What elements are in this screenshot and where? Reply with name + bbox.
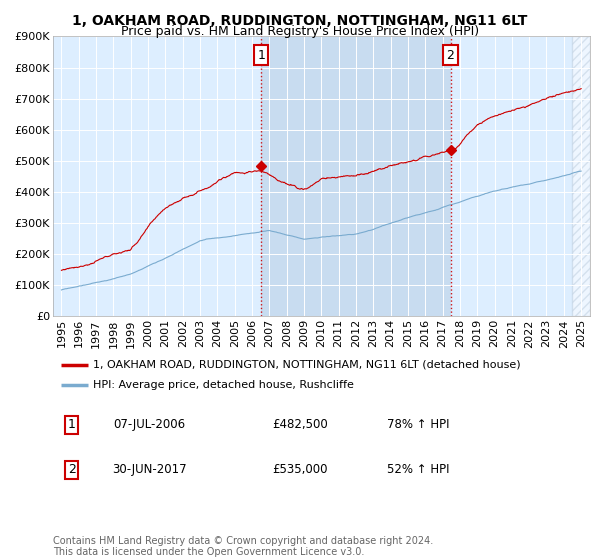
Text: 2: 2 [446, 49, 454, 62]
Bar [572, 36, 590, 316]
Text: 1: 1 [257, 49, 265, 62]
Text: 30-JUN-2017: 30-JUN-2017 [112, 463, 187, 477]
Text: £535,000: £535,000 [272, 463, 328, 477]
Text: HPI: Average price, detached house, Rushcliffe: HPI: Average price, detached house, Rush… [93, 380, 354, 390]
Text: Price paid vs. HM Land Registry's House Price Index (HPI): Price paid vs. HM Land Registry's House … [121, 25, 479, 38]
Text: 07-JUL-2006: 07-JUL-2006 [113, 418, 185, 431]
Text: 1, OAKHAM ROAD, RUDDINGTON, NOTTINGHAM, NG11 6LT (detached house): 1, OAKHAM ROAD, RUDDINGTON, NOTTINGHAM, … [93, 360, 521, 370]
Text: £482,500: £482,500 [272, 418, 328, 431]
Text: 1: 1 [68, 418, 76, 431]
Text: 2: 2 [68, 463, 76, 477]
Text: 1, OAKHAM ROAD, RUDDINGTON, NOTTINGHAM, NG11 6LT: 1, OAKHAM ROAD, RUDDINGTON, NOTTINGHAM, … [73, 14, 527, 28]
Text: 52% ↑ HPI: 52% ↑ HPI [387, 463, 449, 477]
Bar [262, 36, 451, 316]
Text: Contains HM Land Registry data © Crown copyright and database right 2024.
This d: Contains HM Land Registry data © Crown c… [53, 535, 433, 557]
Text: 78% ↑ HPI: 78% ↑ HPI [387, 418, 449, 431]
